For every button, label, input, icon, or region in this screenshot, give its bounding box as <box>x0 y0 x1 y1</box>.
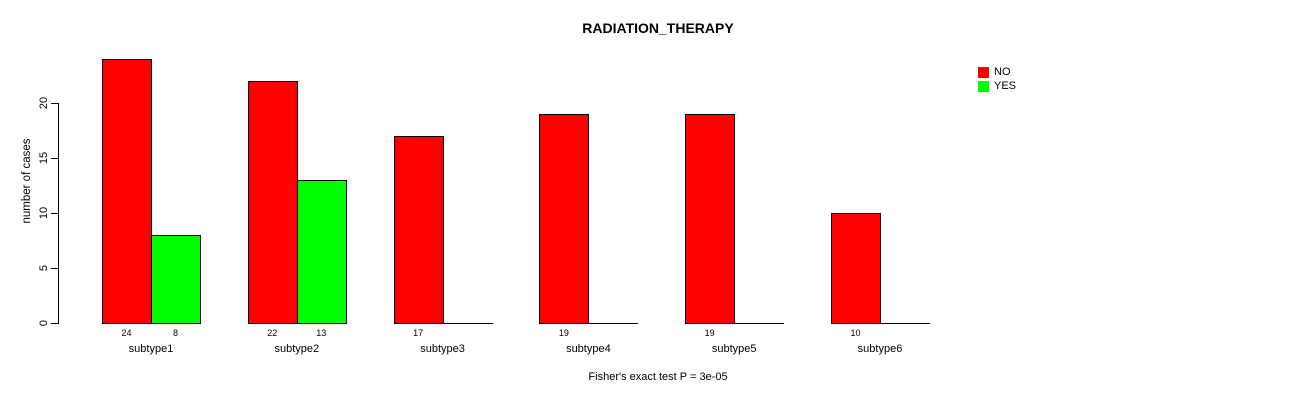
bar-no-subtype2 <box>247 81 298 324</box>
bar-no-subtype5 <box>685 114 736 324</box>
bar-value-label: 17 <box>413 328 424 338</box>
bar-no-subtype4 <box>539 114 590 324</box>
category-label-subtype5: subtype5 <box>711 343 757 355</box>
y-tick-label: 15 <box>38 151 50 165</box>
y-tick-label: 5 <box>38 264 50 272</box>
y-axis-tick <box>51 213 58 214</box>
bar-yes-subtype1 <box>151 235 201 324</box>
y-tick-label: 10 <box>38 206 50 220</box>
category-label-subtype4: subtype4 <box>566 343 611 355</box>
bar-yes-subtype4-zero <box>588 323 639 324</box>
bar-value-label: 19 <box>704 328 715 338</box>
legend-swatch-no <box>978 66 989 78</box>
bar-value-label: 10 <box>850 328 861 338</box>
category-label-subtype6: subtype6 <box>857 343 903 355</box>
legend-label: YES <box>994 80 1017 92</box>
legend-swatch-yes <box>978 80 989 92</box>
y-axis-line <box>58 103 59 324</box>
bar-no-subtype6 <box>831 213 881 324</box>
y-axis-tick <box>51 323 58 324</box>
bar-yes-subtype5-zero <box>734 323 785 324</box>
y-axis-tick <box>51 158 58 159</box>
category-label-subtype2: subtype2 <box>274 343 320 355</box>
legend-item-no: NO <box>978 65 1016 79</box>
bar-no-subtype3 <box>393 136 444 324</box>
bar-value-label: 24 <box>121 328 132 338</box>
y-axis-tick <box>51 268 58 269</box>
bar-yes-subtype3-zero <box>442 323 493 324</box>
legend-item-yes: YES <box>978 79 1016 93</box>
bar-no-subtype1 <box>102 59 152 324</box>
bar-yes-subtype6-zero <box>880 323 930 324</box>
category-label-subtype1: subtype1 <box>128 343 174 355</box>
category-label-subtype3: subtype3 <box>420 343 465 355</box>
bar-value-label: 19 <box>558 328 569 338</box>
legend-label: NO <box>994 66 1011 78</box>
y-tick-label: 20 <box>38 96 50 110</box>
legend: NO YES <box>978 65 1016 93</box>
footer-annotation: Fisher's exact test P = 3e-05 <box>588 371 728 383</box>
y-axis-title: number of cases <box>21 138 33 224</box>
bar-value-label: 8 <box>172 328 179 338</box>
y-axis-tick <box>51 103 58 104</box>
bar-yes-subtype2 <box>296 180 347 324</box>
bar-value-label: 13 <box>316 328 327 338</box>
y-tick-label: 0 <box>38 319 50 327</box>
chart-title: RADIATION_THERAPY <box>582 20 734 36</box>
bar-value-label: 22 <box>267 328 278 338</box>
